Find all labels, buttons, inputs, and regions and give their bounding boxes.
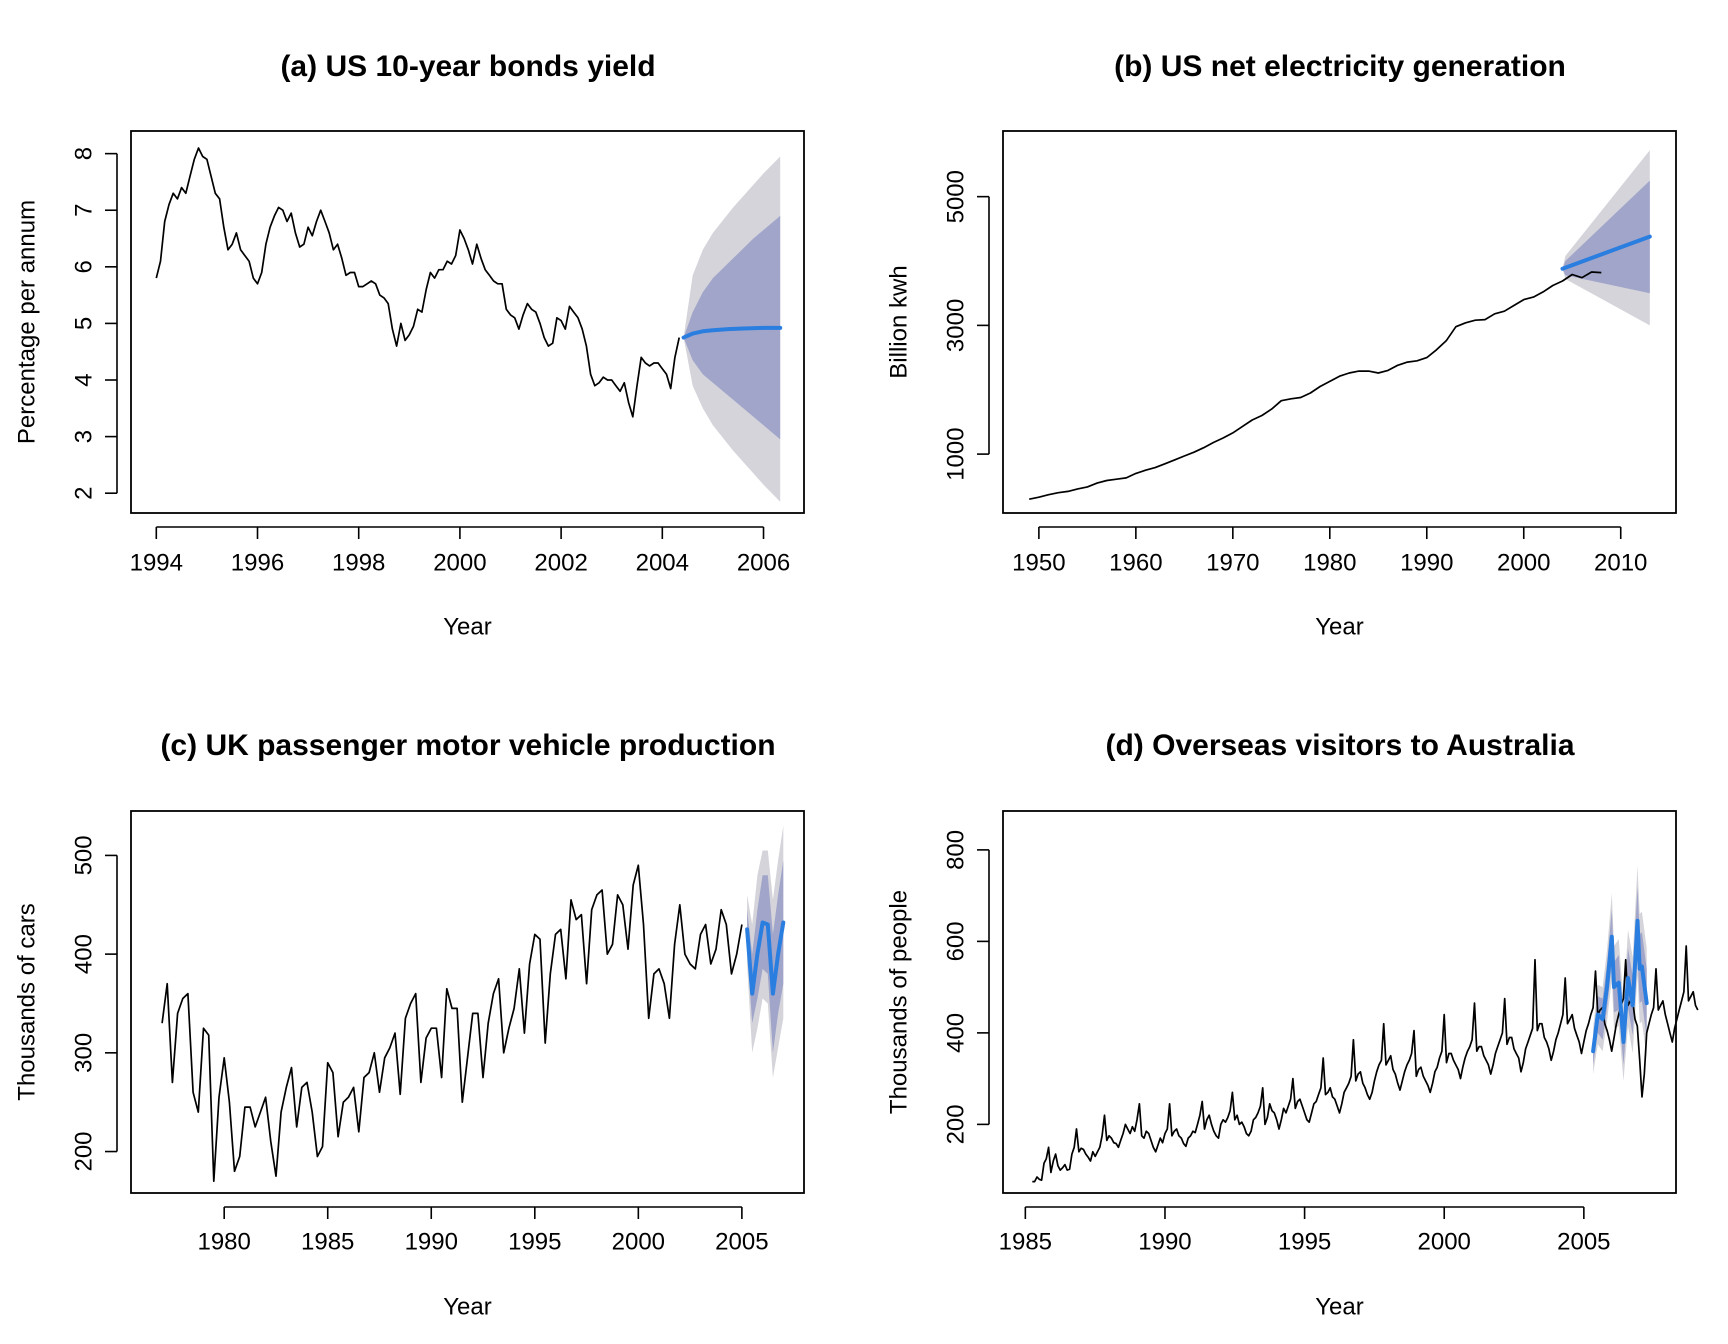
- panel-a: (a) US 10-year bonds yield 1994 1996 1998 20…: [13, 50, 805, 640]
- y-tick-label: 5000: [942, 170, 969, 223]
- y-tick-label: 1000: [942, 427, 969, 480]
- y-axis-label: Thousands of people: [885, 890, 912, 1114]
- y-tick-label: 4: [70, 373, 97, 386]
- x-tick-label: 1985: [999, 1228, 1052, 1255]
- x-tick-label: 1998: [332, 549, 385, 576]
- forecast-line: [681, 325, 783, 340]
- history-series-line: [1029, 271, 1602, 501]
- y-tick-label: 500: [70, 835, 97, 875]
- y-tick-label: 800: [942, 830, 969, 870]
- x-axis-label: Year: [443, 613, 492, 640]
- y-tick-label: 300: [70, 1033, 97, 1073]
- x-tick-label: 2002: [534, 549, 587, 576]
- y-tick-label: 600: [942, 921, 969, 961]
- y-tick-label: 400: [70, 934, 97, 974]
- x-tick-label: 1980: [1303, 549, 1356, 576]
- x-tick-label: 1990: [1138, 1228, 1191, 1255]
- history-series-line: [1032, 945, 1699, 1183]
- x-axis-label: Year: [443, 1293, 492, 1320]
- y-tick-label: 8: [70, 147, 97, 160]
- x-tick-label: 2000: [1497, 549, 1550, 576]
- plot-frame: [130, 810, 805, 1194]
- y-axis-label: Percentage per annum: [13, 200, 40, 444]
- x-tick-label: 1995: [1278, 1228, 1331, 1255]
- x-tick-label: 2000: [612, 1228, 665, 1255]
- x-tick-label: 1994: [130, 549, 183, 576]
- y-tick-label: 7: [70, 204, 97, 217]
- y-tick-label: 2: [70, 487, 97, 500]
- panel-d: (d) Overseas visitors to Australia 1985 19…: [885, 729, 1699, 1320]
- history-series-line: [161, 864, 743, 1183]
- panel-b: (b) US net electricity generation 1950 196…: [885, 50, 1677, 640]
- plot-frame: [1002, 130, 1677, 514]
- x-tick-label: 1985: [301, 1228, 354, 1255]
- x-tick-label: 2010: [1594, 549, 1647, 576]
- chart-title: (d) Overseas visitors to Australia: [1105, 729, 1574, 762]
- plot-frame: [130, 130, 805, 514]
- x-tick-label: 2004: [636, 549, 689, 576]
- x-tick-label: 1960: [1109, 549, 1162, 576]
- forecast-line: [1560, 234, 1652, 271]
- x-tick-label: 2005: [1557, 1228, 1610, 1255]
- x-tick-label: 1970: [1206, 549, 1259, 576]
- chart-title: (b) US net electricity generation: [1114, 50, 1566, 83]
- y-tick-label: 400: [942, 1013, 969, 1053]
- x-axis-label: Year: [1315, 1293, 1364, 1320]
- forecast-line: [1591, 918, 1649, 1054]
- x-tick-label: 1990: [1400, 549, 1453, 576]
- history-series-line: [155, 147, 681, 418]
- panel-c: (c) UK passenger motor vehicle productio…: [13, 729, 805, 1320]
- y-axis-label: Billion kwh: [885, 265, 912, 378]
- x-tick-label: 1950: [1012, 549, 1065, 576]
- chart-title: (a) US 10-year bonds yield: [280, 50, 655, 83]
- y-tick-label: 3: [70, 430, 97, 443]
- x-tick-label: 1996: [231, 549, 284, 576]
- prediction-interval-80: [747, 860, 784, 1053]
- y-tick-label: 5: [70, 317, 97, 330]
- prediction-interval-80: [1562, 180, 1650, 294]
- y-axis-label: Thousands of cars: [13, 903, 40, 1100]
- x-tick-label: 1990: [405, 1228, 458, 1255]
- x-tick-label: 2000: [433, 549, 486, 576]
- x-tick-label: 2006: [737, 549, 790, 576]
- x-tick-label: 2000: [1418, 1228, 1471, 1255]
- y-tick-label: 6: [70, 260, 97, 273]
- x-tick-label: 1980: [197, 1228, 250, 1255]
- forecast-line: [745, 920, 786, 996]
- y-tick-label: 200: [70, 1131, 97, 1171]
- y-tick-label: 3000: [942, 299, 969, 352]
- chart-title: (c) UK passenger motor vehicle productio…: [160, 729, 775, 762]
- x-tick-label: 2005: [715, 1228, 768, 1255]
- plot-frame: [1002, 810, 1677, 1194]
- prediction-interval-80: [1593, 886, 1647, 1065]
- x-tick-label: 1995: [508, 1228, 561, 1255]
- x-axis-label: Year: [1315, 613, 1364, 640]
- y-tick-label: 200: [942, 1104, 969, 1144]
